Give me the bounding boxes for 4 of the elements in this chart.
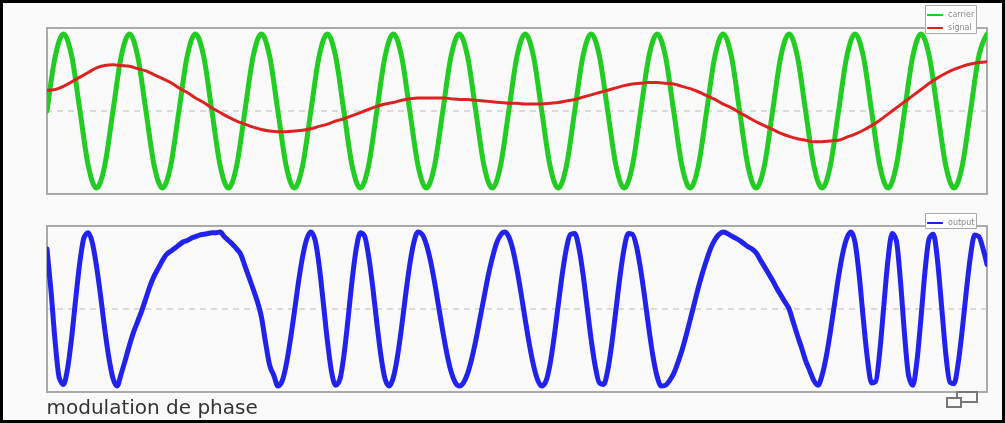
legend-label: output <box>948 218 975 227</box>
text: modulation de phase <box>46 395 258 419</box>
legend-label: carrier <box>948 10 975 19</box>
legend-label: signal <box>948 23 972 32</box>
